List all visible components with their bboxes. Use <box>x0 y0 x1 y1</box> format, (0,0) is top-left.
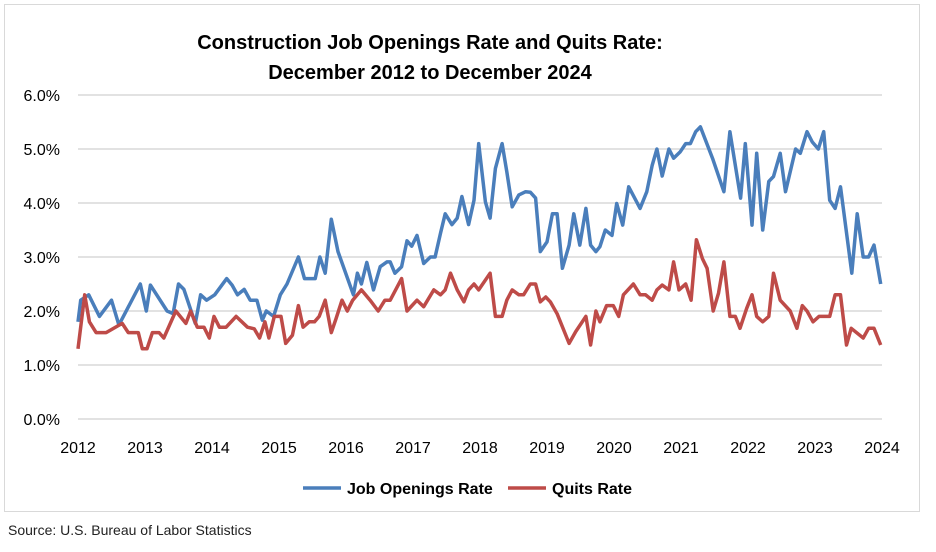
y-tick-label: 4.0% <box>24 196 60 213</box>
series-line-quits-rate <box>76 237 883 351</box>
x-tick-label: 2020 <box>596 440 632 457</box>
x-tick-label: 2017 <box>395 440 431 457</box>
y-tick-label: 3.0% <box>24 250 60 267</box>
x-tick-label: 2021 <box>663 440 699 457</box>
chart-frame <box>4 4 920 512</box>
y-tick-label: 6.0% <box>24 88 60 105</box>
x-tick-label: 2019 <box>529 440 565 457</box>
legend-label: Quits Rate <box>552 481 632 498</box>
x-tick-label: 2016 <box>328 440 364 457</box>
chart-title: Construction Job Openings Rate and Quits… <box>197 32 663 54</box>
y-tick-label: 0.0% <box>24 412 60 429</box>
y-tick-label: 1.0% <box>24 358 60 375</box>
x-tick-label: 2015 <box>261 440 297 457</box>
y-tick-label: 2.0% <box>24 304 60 321</box>
x-tick-label: 2014 <box>194 440 230 457</box>
x-tick-label: 2022 <box>730 440 766 457</box>
series-line-job-openings-rate <box>76 125 883 327</box>
x-tick-label: 2012 <box>60 440 96 457</box>
x-tick-label: 2024 <box>864 440 900 457</box>
x-tick-label: 2023 <box>797 440 833 457</box>
x-tick-label: 2013 <box>127 440 163 457</box>
chart-subtitle: December 2012 to December 2024 <box>268 62 592 84</box>
x-tick-label: 2018 <box>462 440 498 457</box>
legend-label: Job Openings Rate <box>347 481 493 498</box>
source-note: Source: U.S. Bureau of Labor Statistics <box>8 522 252 538</box>
y-tick-label: 5.0% <box>24 142 60 159</box>
